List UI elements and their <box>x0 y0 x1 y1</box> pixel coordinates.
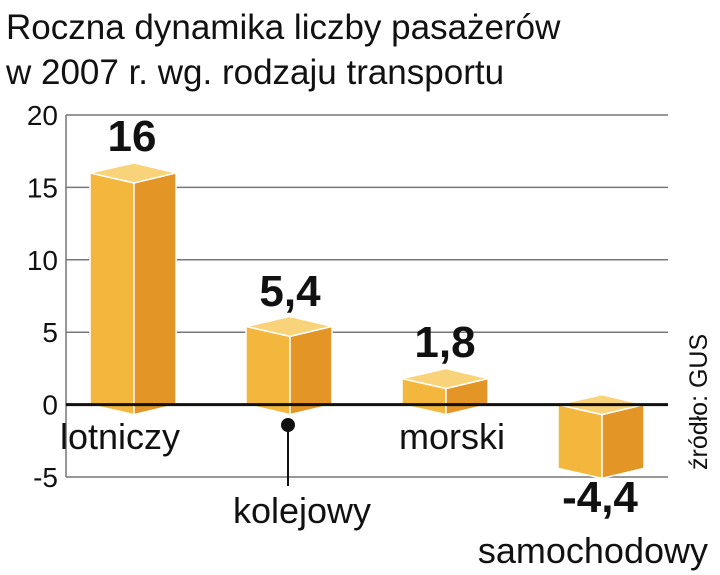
category-label-lotniczy: lotniczy <box>60 416 180 457</box>
value-label-samochodowy: -4,4 <box>562 473 638 522</box>
category-label-samochodowy: samochodowy <box>478 530 708 571</box>
y-tick-label: 20 <box>27 100 58 131</box>
y-tick-label: 10 <box>27 245 58 276</box>
bar-side-face <box>289 325 333 416</box>
bar-top-face <box>401 367 489 390</box>
bar-side-face <box>133 171 177 416</box>
y-tick-label: 5 <box>42 317 58 348</box>
source-note: źródło: GUS <box>685 334 713 470</box>
category-label-morski: morski <box>399 416 505 457</box>
bar-front-face <box>557 403 603 480</box>
y-tick-label: 15 <box>27 172 58 203</box>
zero-axis <box>66 403 668 486</box>
y-tick-label: -5 <box>33 462 58 493</box>
value-label-lotniczy: 16 <box>108 112 157 161</box>
bar-kolejowy <box>245 315 333 416</box>
bar-morski <box>401 367 489 416</box>
bar-lotniczy <box>89 162 177 416</box>
chart-title-line-1: Roczna dynamika liczby pasażerów <box>6 8 561 47</box>
bar-front-face <box>89 171 135 416</box>
bar-top-face <box>245 315 333 338</box>
bar-side-face <box>601 403 645 480</box>
chart-title-line-2: w 2007 r. wg. rodzaju transportu <box>5 53 504 92</box>
value-label-morski: 1,8 <box>414 318 475 367</box>
category-label-kolejowy: kolejowy <box>233 490 371 531</box>
bar-samochodowy <box>557 393 645 480</box>
bar-top-face <box>89 162 177 184</box>
y-axis-ticks: 20 15 10 5 0 -5 <box>27 100 58 493</box>
bar-front-face <box>245 325 291 416</box>
value-label-kolejowy: 5,4 <box>259 267 321 316</box>
data-labels: 16 5,4 1,8 -4,4 lotniczy kolejowy morski samoch… <box>60 112 708 571</box>
kolejowy-leader-dot <box>281 418 295 432</box>
y-tick-label: 0 <box>42 390 58 421</box>
